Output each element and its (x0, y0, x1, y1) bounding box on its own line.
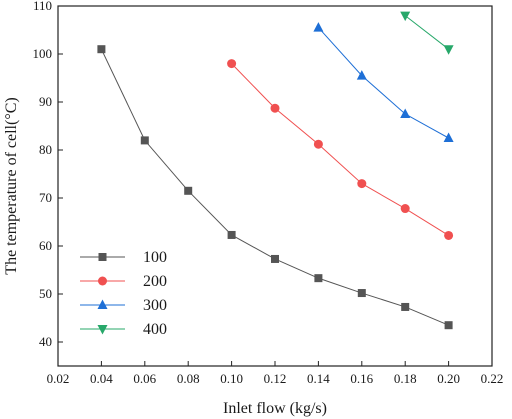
data-point (444, 321, 453, 330)
y-axis-ticks: 40 50 60 70 80 90 100 110 (33, 0, 63, 349)
series-100 (97, 45, 453, 330)
series-400 (400, 11, 454, 55)
data-point (357, 179, 367, 189)
data-point (443, 45, 454, 55)
data-point (270, 103, 280, 113)
x-tick-label: 0.16 (350, 371, 373, 386)
data-point (227, 59, 237, 69)
legend-item: 200 (80, 273, 167, 290)
y-tick-label: 40 (39, 334, 52, 349)
data-point (443, 132, 454, 142)
y-tick-label: 80 (39, 142, 52, 157)
x-tick-label: 0.06 (133, 371, 156, 386)
y-tick-label: 60 (39, 238, 52, 253)
data-point (357, 289, 366, 298)
y-tick-label: 100 (33, 46, 53, 61)
legend: 100 200 300 400 (80, 249, 167, 338)
data-point (400, 108, 411, 118)
data-point (313, 22, 324, 32)
x-axis-ticks: 0.02 0.04 0.06 0.08 0.10 0.12 0.14 0.16 0.18 0.20… (47, 361, 504, 386)
legend-item: 400 (80, 321, 167, 338)
legend-item: 300 (80, 297, 167, 314)
x-tick-label: 0.02 (47, 371, 70, 386)
y-tick-label: 50 (39, 286, 52, 301)
data-point (184, 186, 193, 195)
y-tick-label: 70 (39, 190, 52, 205)
x-tick-label: 0.14 (307, 371, 330, 386)
y-tick-label: 90 (39, 94, 52, 109)
x-tick-label: 0.10 (220, 371, 243, 386)
plot-frame (57, 5, 493, 367)
data-point (271, 254, 279, 263)
data-point (400, 11, 411, 22)
x-tick-label: 0.18 (394, 371, 417, 386)
series-line (231, 63, 449, 236)
legend-marker (97, 299, 108, 309)
data-point (140, 136, 149, 145)
data-point (313, 139, 323, 149)
series-line (318, 27, 449, 139)
y-tick-label: 110 (33, 0, 52, 13)
y-axis-label: The temperature of cell(°C) (3, 97, 20, 274)
x-tick-label: 0.20 (437, 371, 460, 386)
data-point (400, 204, 410, 214)
legend-label: 100 (143, 249, 167, 266)
data-point (314, 274, 323, 283)
x-tick-label: 0.08 (177, 371, 200, 386)
legend-marker (98, 253, 107, 261)
data-point (97, 45, 106, 54)
x-axis-label: Inlet flow (kg/s) (223, 400, 327, 417)
legend-marker (98, 276, 107, 286)
data-point (401, 302, 410, 311)
data-point (444, 230, 454, 240)
legend-label: 300 (143, 297, 167, 314)
series-layer (97, 11, 454, 330)
x-tick-label: 0.04 (90, 371, 113, 386)
data-point (356, 70, 367, 80)
legend-item: 100 (80, 249, 167, 266)
legend-marker (97, 325, 108, 335)
data-point (227, 230, 236, 239)
x-tick-label: 0.22 (481, 371, 504, 386)
legend-label: 400 (143, 321, 167, 338)
series-line (404, 15, 449, 50)
legend-label: 200 (143, 273, 167, 290)
series-300 (313, 22, 454, 142)
series-200 (227, 59, 454, 240)
x-tick-label: 0.12 (264, 371, 287, 386)
